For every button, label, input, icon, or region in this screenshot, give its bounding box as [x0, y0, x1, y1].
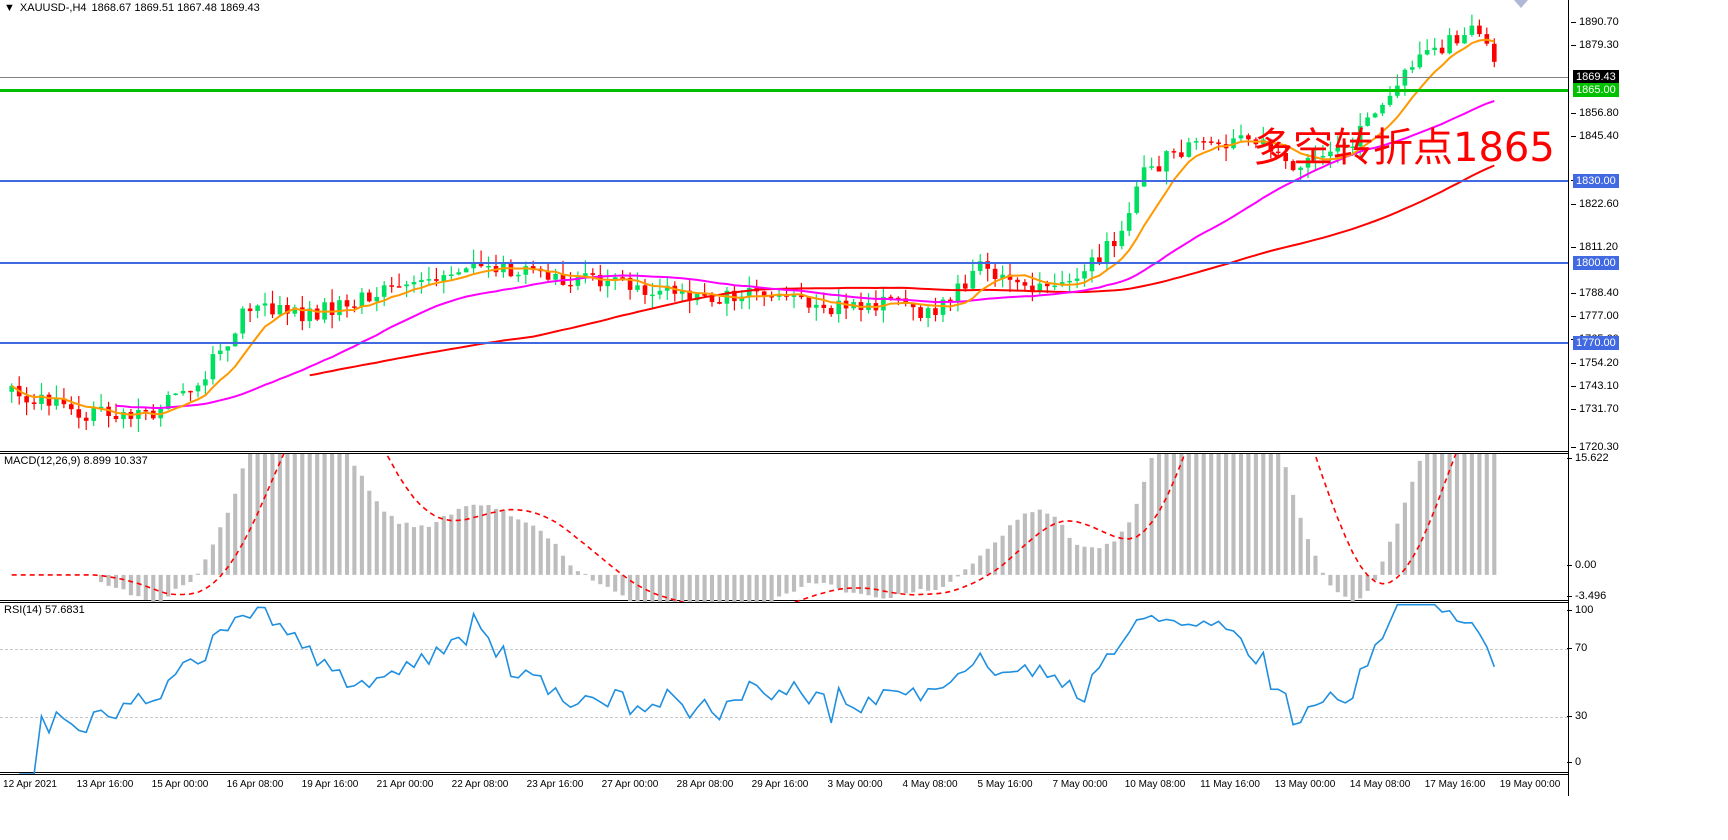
chart-header: ▼ XAUUSD-,H4 1868.67 1869.51 1867.48 186… [4, 2, 260, 14]
rsi-axis-tick: 100 [1566, 604, 1594, 616]
price-axis-tick: 1743.10 [1571, 380, 1619, 392]
chart-top-marker-icon [1514, 0, 1528, 8]
collapse-icon[interactable]: ▼ [4, 2, 15, 14]
current-price-line [0, 77, 1568, 78]
support-line-1865[interactable] [0, 89, 1568, 92]
time-axis-tick: 21 Apr 00:00 [376, 779, 434, 790]
price-chart-panel[interactable]: 多空转折点1865 [0, 0, 1568, 452]
price-axis-tick: 1720.30 [1571, 441, 1619, 453]
time-axis-tick: 13 Apr 16:00 [76, 779, 134, 790]
time-axis: 12 Apr 2021 13 Apr 16:00 15 Apr 00:00 16 Ap… [0, 774, 1568, 797]
price-axis-tick: 1754.20 [1571, 357, 1619, 369]
rsi-level-70 [0, 649, 1568, 650]
time-axis-tick: 16 Apr 08:00 [226, 779, 284, 790]
time-axis-tick: 5 May 16:00 [977, 779, 1033, 790]
macd-panel[interactable] [0, 453, 1568, 602]
price-axis-tick: 1879.30 [1571, 39, 1619, 51]
price-axis-tick: 1811.20 [1571, 241, 1618, 253]
time-axis-tick: 15 Apr 00:00 [151, 779, 209, 790]
price-axis-tick: 1788.40 [1571, 287, 1619, 299]
ohlc-values: 1868.67 1869.51 1867.48 1869.43 [91, 2, 260, 14]
rsi-axis-tick: 0 [1566, 756, 1582, 768]
price-axis-badge[interactable]: 1800.00 [1573, 256, 1619, 270]
price-axis-tick: 1890.70 [1571, 16, 1619, 28]
macd-axis-tick: -3.496 [1566, 590, 1607, 602]
time-axis-tick: 29 Apr 16:00 [751, 779, 809, 790]
time-axis-tick: 4 May 08:00 [902, 779, 958, 790]
level-line-1830[interactable] [0, 180, 1568, 182]
macd-axis-tick: 15.622 [1567, 452, 1609, 464]
rsi-label: RSI(14) 57.6831 [4, 604, 85, 616]
price-axis-tick: 1822.60 [1571, 198, 1619, 210]
time-axis-tick: 11 May 16:00 [1200, 779, 1260, 790]
price-axis-badge[interactable]: 1865.00 [1573, 83, 1619, 97]
macd-axis-tick: 0.00 [1566, 559, 1597, 571]
price-axis-tick: 1845.40 [1571, 130, 1619, 142]
time-axis-tick: 13 May 00:00 [1274, 779, 1336, 790]
time-axis-tick: 12 Apr 2021 [3, 779, 57, 790]
time-axis-tick: 19 Apr 16:00 [301, 779, 359, 790]
time-axis-tick: 17 May 16:00 [1424, 779, 1486, 790]
time-axis-tick: 27 Apr 00:00 [601, 779, 659, 790]
time-axis-tick: 7 May 00:00 [1052, 779, 1108, 790]
rsi-panel[interactable] [0, 602, 1568, 774]
price-axis-tick: 1856.80 [1571, 107, 1619, 119]
price-axis-tick: 1777.00 [1571, 310, 1619, 322]
price-axis-badge[interactable]: 1869.43 [1573, 70, 1619, 84]
price-axis-badge[interactable]: 1770.00 [1573, 336, 1619, 350]
price-plot [9, 14, 1497, 432]
time-axis-tick: 19 May 00:00 [1499, 779, 1561, 790]
time-axis-tick: 28 Apr 08:00 [676, 779, 734, 790]
rsi-level-30 [0, 717, 1568, 718]
rsi-axis-tick: 30 [1566, 710, 1588, 722]
macd-plot [11, 454, 1497, 602]
price-axis-badge[interactable]: 1830.00 [1573, 174, 1619, 188]
time-axis-tick: 10 May 08:00 [1124, 779, 1186, 790]
time-axis-tick: 23 Apr 16:00 [526, 779, 584, 790]
time-axis-tick: 22 Apr 08:00 [451, 779, 509, 790]
level-line-1770[interactable] [0, 342, 1568, 344]
rsi-plot [19, 603, 1496, 774]
rsi-axis-tick: 70 [1566, 642, 1588, 654]
level-line-1800[interactable] [0, 262, 1568, 264]
macd-label: MACD(12,26,9) 8.899 10.337 [4, 455, 148, 467]
time-axis-tick: 3 May 00:00 [827, 779, 883, 790]
price-axis-tick: 1731.70 [1571, 403, 1619, 415]
time-axis-tick: 14 May 08:00 [1349, 779, 1411, 790]
price-axis-column[interactable]: 1890.701879.301856.801845.401834.001822.… [1566, 0, 1728, 796]
symbol-label: XAUUSD-,H4 [19, 2, 87, 14]
chart-annotation-text: 多空转折点1865 [1253, 125, 1555, 171]
